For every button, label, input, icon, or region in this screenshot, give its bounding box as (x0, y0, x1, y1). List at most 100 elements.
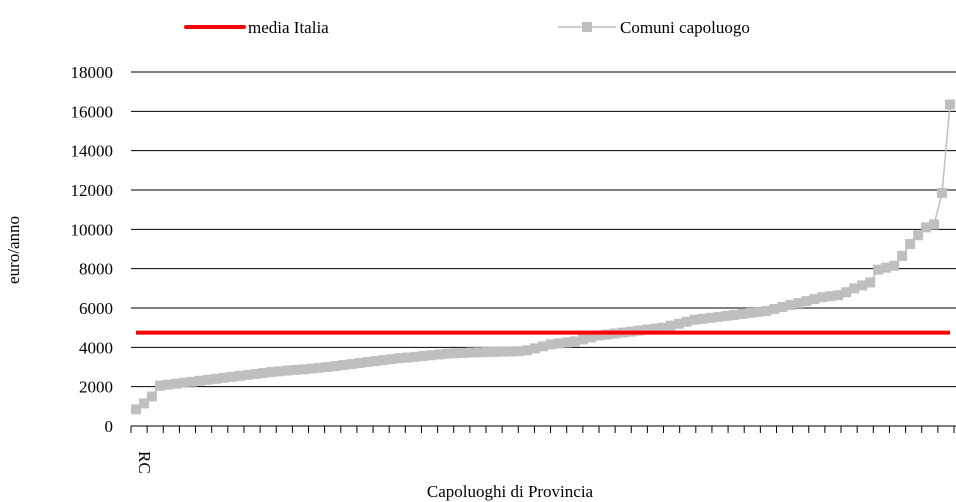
data-point-comuni-capoluogo (937, 187, 948, 198)
data-point-comuni-capoluogo (881, 262, 892, 273)
data-point-comuni-capoluogo (897, 250, 908, 261)
data-point-comuni-capoluogo (761, 305, 772, 316)
data-point-comuni-capoluogo (681, 316, 692, 327)
data-point-comuni-capoluogo (266, 366, 277, 377)
data-point-comuni-capoluogo (402, 352, 413, 363)
legend-marker-comuni-capoluogo (582, 22, 592, 32)
data-point-comuni-capoluogo (434, 349, 445, 360)
data-point-comuni-capoluogo (841, 287, 852, 298)
data-point-comuni-capoluogo (346, 359, 357, 370)
y-tick-label: 8000 (79, 260, 113, 279)
y-tick-label: 0 (105, 417, 114, 436)
data-point-comuni-capoluogo (553, 338, 564, 349)
data-point-comuni-capoluogo (522, 345, 533, 356)
data-point-comuni-capoluogo (338, 360, 349, 371)
data-point-comuni-capoluogo (905, 239, 916, 250)
data-point-comuni-capoluogo (585, 332, 596, 343)
data-point-comuni-capoluogo (817, 292, 828, 303)
data-point-comuni-capoluogo (561, 337, 572, 348)
gridlines (131, 71, 956, 388)
data-point-comuni-capoluogo (322, 362, 333, 372)
data-point-comuni-capoluogo (146, 391, 157, 402)
data-point-comuni-capoluogo (154, 380, 165, 391)
data-point-comuni-capoluogo (394, 353, 405, 364)
legend-label-comuni-capoluogo: Comuni capoluogo (620, 18, 750, 37)
data-point-comuni-capoluogo (418, 350, 429, 361)
data-point-comuni-capoluogo (769, 303, 780, 314)
y-tick-label: 4000 (79, 338, 113, 357)
data-point-comuni-capoluogo (178, 377, 189, 388)
y-tick-label: 16000 (71, 102, 114, 121)
data-point-comuni-capoluogo (889, 260, 900, 271)
data-point-comuni-capoluogo (138, 398, 149, 409)
x-tick-label-first: RC (135, 451, 154, 474)
data-point-comuni-capoluogo (330, 361, 341, 372)
y-tick-label: 18000 (71, 63, 114, 82)
data-point-comuni-capoluogo (258, 367, 269, 378)
data-point-comuni-capoluogo (450, 348, 461, 359)
data-point-comuni-capoluogo (545, 339, 556, 350)
plot-series (131, 99, 955, 415)
data-point-comuni-capoluogo (689, 314, 700, 325)
data-point-comuni-capoluogo (290, 364, 301, 375)
data-point-comuni-capoluogo (929, 219, 940, 230)
data-point-comuni-capoluogo (697, 313, 708, 324)
data-point-comuni-capoluogo (857, 280, 868, 291)
data-point-comuni-capoluogo (226, 371, 237, 382)
data-point-comuni-capoluogo (729, 309, 740, 320)
data-point-comuni-capoluogo (721, 310, 732, 321)
data-point-comuni-capoluogo (753, 306, 764, 317)
y-axis-tick-labels: 0 2000 4000 6000 8000 10000 12000 14000 16000 180… (71, 63, 114, 436)
data-point-comuni-capoluogo (777, 302, 788, 313)
data-point-comuni-capoluogo (498, 346, 509, 357)
data-point-comuni-capoluogo (386, 354, 397, 365)
y-tick-label: 10000 (71, 220, 114, 239)
data-point-comuni-capoluogo (170, 378, 181, 389)
data-point-comuni-capoluogo (657, 322, 668, 333)
data-point-comuni-capoluogo (458, 347, 469, 358)
data-point-comuni-capoluogo (945, 99, 955, 110)
data-point-comuni-capoluogo (705, 312, 716, 323)
data-point-comuni-capoluogo (921, 222, 932, 233)
data-point-comuni-capoluogo (194, 375, 205, 386)
data-point-comuni-capoluogo (665, 320, 676, 331)
data-point-comuni-capoluogo (785, 300, 796, 311)
data-point-comuni-capoluogo (426, 350, 437, 361)
data-point-comuni-capoluogo (234, 370, 245, 381)
data-point-comuni-capoluogo (218, 372, 229, 383)
data-point-comuni-capoluogo (306, 363, 317, 374)
data-point-comuni-capoluogo (673, 318, 684, 329)
data-point-comuni-capoluogo (649, 323, 660, 334)
legend-label-media-italia: media Italia (248, 18, 329, 37)
data-point-comuni-capoluogo (793, 298, 804, 309)
data-point-comuni-capoluogo (569, 336, 580, 347)
y-tick-label: 2000 (79, 378, 113, 397)
data-point-comuni-capoluogo (378, 355, 389, 366)
data-point-comuni-capoluogo (737, 308, 748, 319)
data-point-comuni-capoluogo (873, 264, 884, 275)
data-point-comuni-capoluogo (282, 365, 293, 376)
data-point-comuni-capoluogo (833, 290, 844, 301)
data-point-comuni-capoluogo (482, 347, 493, 358)
data-point-comuni-capoluogo (593, 330, 604, 341)
data-point-comuni-capoluogo (362, 357, 373, 368)
data-point-comuni-capoluogo (474, 347, 485, 358)
legend: media Italia Comuni capoluogo (184, 18, 750, 37)
data-point-comuni-capoluogo (801, 296, 812, 307)
data-point-comuni-capoluogo (713, 311, 724, 322)
data-point-comuni-capoluogo (641, 324, 652, 335)
data-point-comuni-capoluogo (242, 369, 253, 380)
y-tick-label: 14000 (71, 142, 114, 161)
data-point-comuni-capoluogo (250, 368, 261, 379)
data-point-comuni-capoluogo (354, 358, 365, 369)
data-point-comuni-capoluogo (849, 283, 860, 294)
data-point-comuni-capoluogo (186, 376, 197, 387)
data-point-comuni-capoluogo (745, 307, 756, 318)
data-point-comuni-capoluogo (314, 362, 325, 373)
data-point-comuni-capoluogo (577, 334, 588, 345)
data-point-comuni-capoluogo (506, 346, 517, 357)
x-axis (130, 425, 956, 433)
data-point-comuni-capoluogo (298, 364, 309, 375)
data-point-comuni-capoluogo (809, 294, 820, 305)
data-point-comuni-capoluogo (274, 366, 285, 377)
